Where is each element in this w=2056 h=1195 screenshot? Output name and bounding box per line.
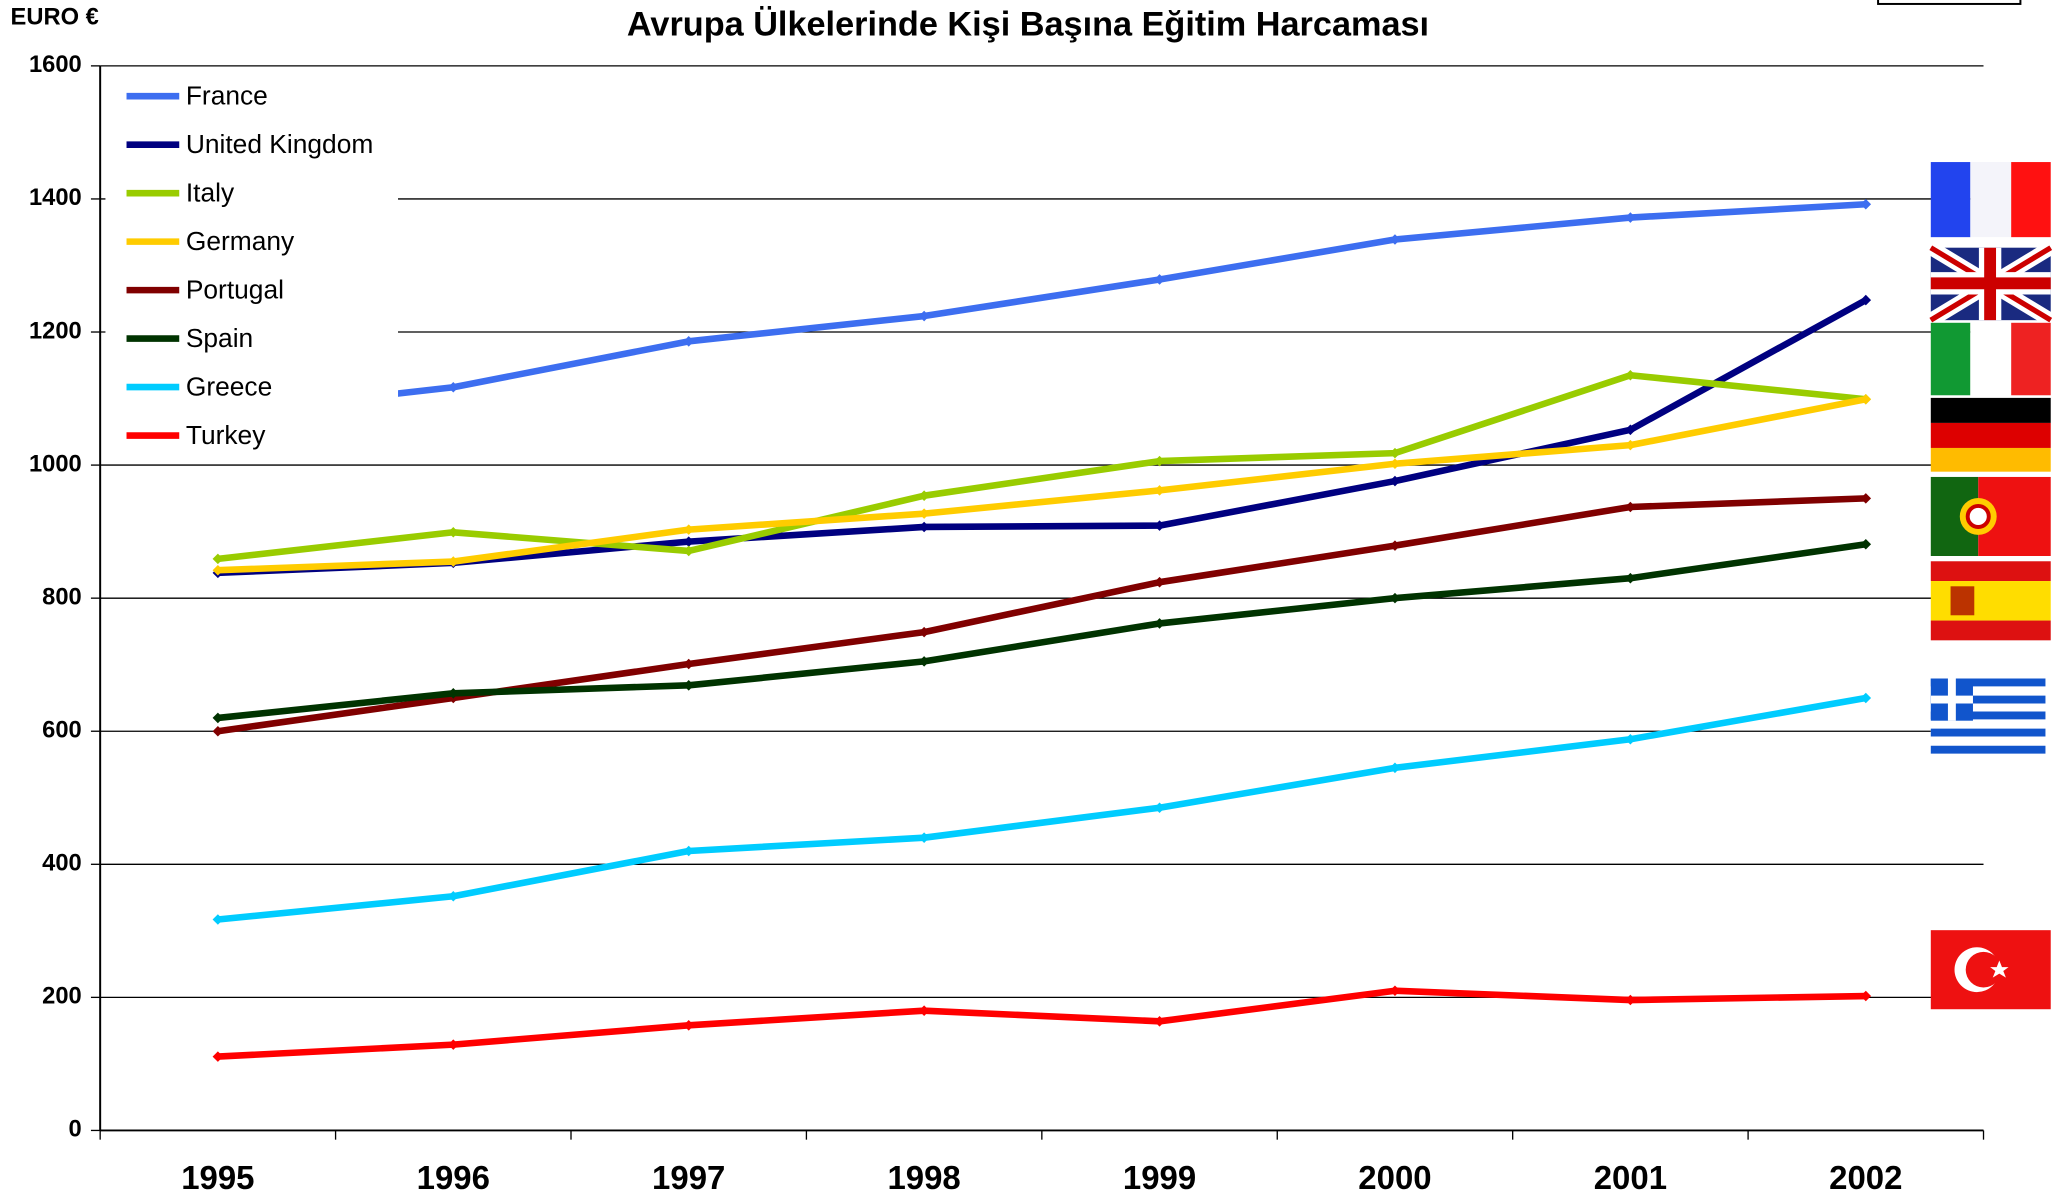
point-marker [683, 545, 694, 557]
point-marker [918, 310, 930, 322]
point-marker [1860, 538, 1872, 550]
x-tick-label: 1999 [1123, 1159, 1196, 1195]
point-marker [1625, 572, 1636, 584]
point-marker [1860, 198, 1872, 210]
point-marker [1389, 592, 1401, 604]
flag-spain [1930, 561, 2051, 641]
x-tick-label: 1995 [181, 1159, 254, 1195]
point-marker [1389, 234, 1401, 245]
legend: France United Kingdom Italy Germany Portugal… [105, 72, 399, 455]
x-tick-label: 2000 [1358, 1159, 1431, 1195]
series-line [217, 694, 1867, 923]
flag-portugal [1930, 476, 2051, 556]
y-tick-label: 400 [42, 851, 82, 877]
point-marker [1625, 733, 1636, 745]
point-marker [212, 914, 224, 925]
point-marker [1625, 212, 1636, 223]
x-tick-label: 1997 [652, 1159, 725, 1195]
point-marker [448, 381, 459, 393]
point-marker [918, 490, 930, 501]
point-marker [1860, 393, 1872, 405]
series-line [217, 395, 1867, 574]
point-marker [683, 1020, 694, 1031]
flags [1927, 162, 2055, 1010]
flag-italy [1930, 322, 2051, 396]
point-marker [448, 890, 459, 902]
point-marker [1860, 692, 1872, 704]
legend-box [105, 72, 399, 455]
point-marker [212, 553, 224, 565]
chart-title: Avrupa Ülkelerinde Kişi Başına Eğitim Ha… [627, 4, 1429, 43]
point-marker [918, 832, 930, 843]
point-marker [1389, 762, 1401, 774]
point-marker [1389, 447, 1401, 459]
flag-turkey [1930, 930, 2051, 1010]
point-marker [918, 626, 930, 638]
y-tick-label: 0 [69, 1117, 82, 1143]
x-tick-label: 1998 [887, 1159, 960, 1195]
series-line [217, 371, 1867, 563]
flag-germany [1930, 397, 2051, 472]
point-marker [1625, 501, 1636, 513]
point-marker [918, 508, 930, 519]
flag-uk [1927, 241, 2055, 327]
point-marker [1860, 990, 1872, 1002]
point-marker [683, 680, 694, 691]
point-marker [683, 536, 694, 547]
y-tick-label: 1600 [29, 52, 82, 78]
point-marker [212, 712, 224, 724]
legend-label: Turkey [186, 420, 266, 450]
point-marker [1389, 985, 1401, 996]
point-marker [448, 688, 459, 699]
point-marker [448, 1039, 459, 1050]
point-marker [212, 725, 224, 737]
point-marker [1625, 369, 1636, 381]
legend-label: Spain [186, 323, 253, 353]
series-line [217, 541, 1867, 722]
y-tick-label: 1000 [29, 451, 82, 477]
point-marker [448, 527, 459, 538]
plot [212, 198, 1872, 1062]
point-marker [1625, 994, 1636, 1006]
point-marker [1860, 493, 1872, 504]
point-marker [1389, 475, 1401, 487]
point-marker [918, 1005, 930, 1016]
point-marker [683, 524, 694, 535]
point-marker [918, 521, 930, 533]
point-marker [918, 656, 930, 667]
point-marker [1389, 458, 1401, 470]
point-marker [448, 556, 459, 567]
series-line [217, 987, 1866, 1060]
legend-label: France [186, 80, 268, 110]
point-marker [1625, 439, 1636, 451]
point-marker [683, 336, 694, 347]
legend-label: United Kingdom [186, 129, 373, 159]
y-tick-label: 200 [42, 984, 82, 1010]
legend-label: Greece [186, 371, 272, 401]
point-marker [1389, 540, 1401, 551]
flag-france [1930, 162, 2051, 238]
x-tick-label: 2002 [1829, 1159, 1902, 1195]
point-marker [212, 1051, 224, 1062]
y-tick-label: 600 [42, 717, 82, 743]
x-tick-label: 2001 [1594, 1159, 1667, 1195]
point-marker [212, 564, 224, 576]
point-marker [683, 845, 694, 857]
point-marker [1860, 294, 1872, 306]
y-tick-label: 1200 [29, 318, 82, 344]
corner-box [1877, 0, 2022, 5]
legend-label: Germany [186, 226, 295, 256]
x-tick-label: 1996 [417, 1159, 490, 1195]
point-marker [683, 658, 694, 670]
flag-greece [1930, 678, 2046, 754]
point-marker [1625, 424, 1636, 436]
series-line [217, 200, 1866, 418]
y-tick-label: 800 [42, 584, 82, 610]
y-axis-label: EURO € [11, 5, 99, 31]
legend-label: Portugal [186, 274, 284, 304]
legend-label: Italy [186, 177, 235, 207]
y-tick-label: 1400 [29, 185, 82, 211]
